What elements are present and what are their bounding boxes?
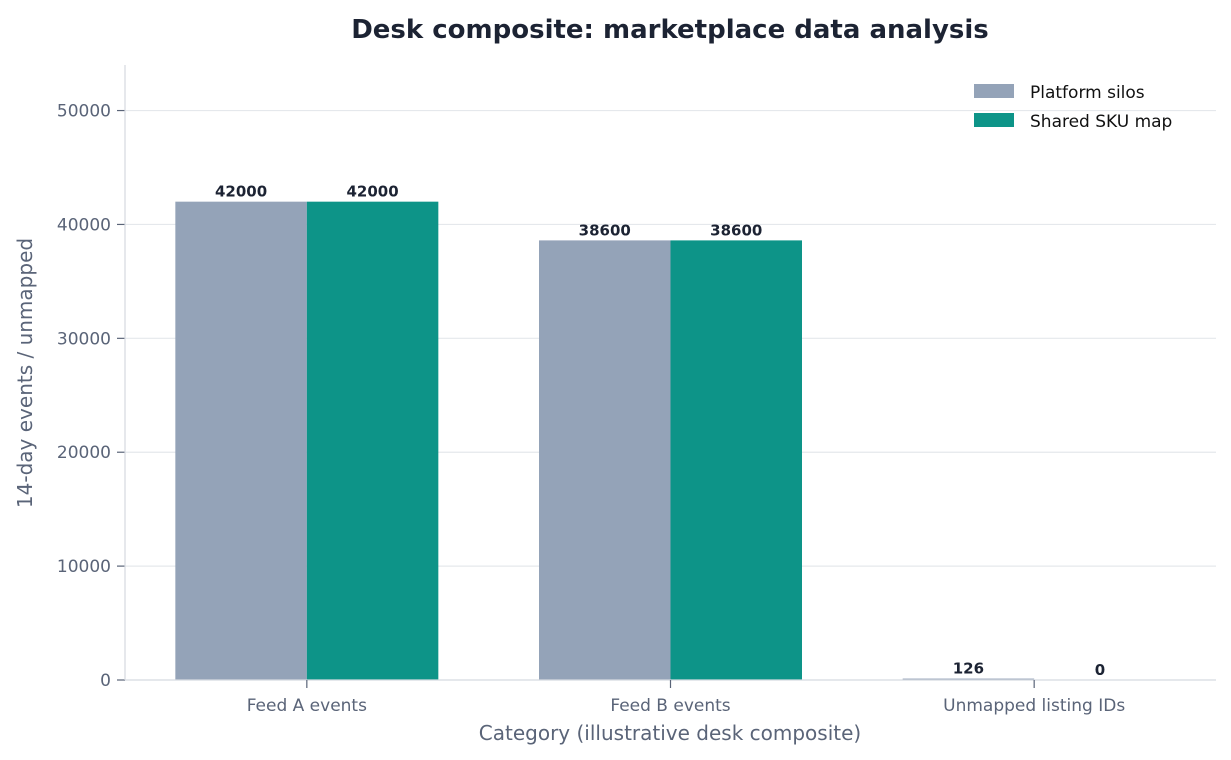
bar <box>539 240 671 680</box>
y-tick-label: 30000 <box>57 329 111 349</box>
bar <box>175 201 307 680</box>
y-tick-label: 40000 <box>57 215 111 235</box>
legend-label: Shared SKU map <box>1030 112 1172 132</box>
y-tick-label: 50000 <box>57 102 111 122</box>
x-tick-label: Feed A events <box>247 696 367 716</box>
legend-swatch <box>974 84 1014 98</box>
y-tick-label: 10000 <box>57 557 111 577</box>
legend-label: Platform silos <box>1030 83 1145 103</box>
data-label: 42000 <box>215 183 267 201</box>
data-label: 38600 <box>579 221 631 239</box>
data-label: 38600 <box>710 221 762 239</box>
data-label: 0 <box>1095 661 1105 679</box>
bar <box>670 240 802 680</box>
bars <box>175 201 1035 681</box>
x-tick-label: Feed B events <box>610 696 730 716</box>
data-label: 126 <box>953 660 984 678</box>
x-tick-label: Unmapped listing IDs <box>943 696 1125 716</box>
bar <box>306 201 439 680</box>
y-tick-label: 0 <box>100 671 111 691</box>
chart-title: Desk composite: marketplace data analysi… <box>351 15 989 45</box>
y-tick-label: 20000 <box>57 443 111 463</box>
bar <box>902 678 1035 681</box>
legend: Platform silos Shared SKU map <box>974 83 1172 132</box>
data-labels: 42000 42000 38600 38600 126 0 <box>215 183 1105 679</box>
data-label: 42000 <box>346 183 398 201</box>
legend-swatch <box>974 113 1014 127</box>
y-axis-title: 14-day events / unmapped <box>13 238 37 508</box>
x-axis-title: Category (illustrative desk composite) <box>479 721 861 745</box>
axes: 0 10000 20000 30000 40000 50000 Feed A events F… <box>57 65 1216 716</box>
